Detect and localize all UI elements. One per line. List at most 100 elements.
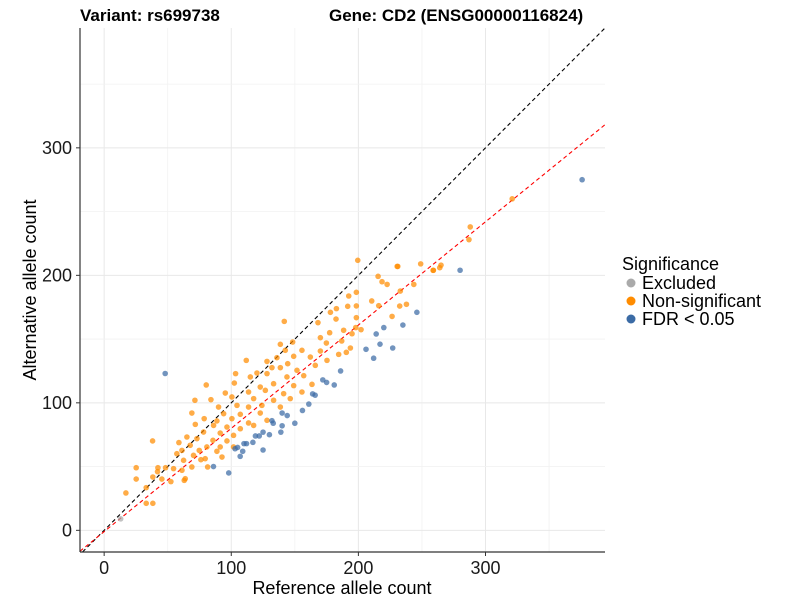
point-non-significant [280,390,287,397]
point-non-significant [344,303,351,310]
point-non-significant [307,354,314,360]
point-fdr-0-05 [323,379,330,386]
point-non-significant [294,367,300,374]
point-fdr-0-05 [389,345,396,351]
legend: Significance Excluded Non-significant FD… [622,254,761,329]
point-non-significant [159,476,165,482]
point-fdr-0-05 [279,422,285,429]
x-tick-label: 100 [216,558,246,578]
point-non-significant [198,456,204,463]
point-fdr-0-05 [260,447,266,453]
legend-label-non-significant: Non-significant [642,291,761,311]
point-non-significant [287,395,294,402]
point-fdr-0-05 [381,324,387,331]
point-non-significant [210,437,216,444]
point-non-significant [284,360,291,367]
point-non-significant [232,370,239,377]
point-non-significant [277,364,284,371]
legend-label-fdr: FDR < 0.05 [642,309,735,329]
point-non-significant [284,374,290,380]
point-fdr-0-05 [579,176,585,183]
point-non-significant [403,301,410,308]
point-non-significant [299,347,305,354]
point-fdr-0-05 [306,401,312,407]
point-non-significant [176,439,182,446]
point-non-significant [262,387,269,394]
point-fdr-0-05 [400,322,406,328]
point-non-significant [347,345,354,351]
point-non-significant [194,435,200,442]
x-tick-label: 200 [343,558,373,578]
point-non-significant [340,327,347,334]
point-non-significant [123,490,129,496]
point-non-significant [202,455,209,462]
point-non-significant [192,421,199,428]
point-non-significant [234,402,240,409]
point-fdr-0-05 [243,440,250,447]
point-non-significant [430,267,436,274]
point-non-significant [203,382,210,388]
point-non-significant [143,500,150,507]
point-non-significant [208,396,214,403]
point-non-significant [509,196,516,202]
point-non-significant [217,444,224,450]
point-fdr-0-05 [256,433,263,439]
point-non-significant [299,389,305,395]
point-non-significant [467,224,474,230]
point-non-significant [133,464,139,471]
point-non-significant [277,404,284,410]
point-non-significant [270,380,277,387]
point-non-significant [174,450,180,457]
point-fdr-0-05 [237,453,243,460]
title-gene: Gene: CD2 (ENSG00000116824) [329,6,583,25]
point-fdr-0-05 [234,444,241,451]
point-non-significant [214,418,220,424]
point-non-significant [290,382,297,389]
point-non-significant [143,484,150,491]
point-excluded [117,516,124,522]
point-non-significant [229,415,235,422]
point-fdr-0-05 [337,368,344,374]
point-non-significant [282,347,289,354]
point-fdr-0-05 [299,407,306,414]
point-non-significant [245,404,252,410]
point-non-significant [417,261,424,267]
point-non-significant [358,326,364,333]
point-non-significant [466,236,472,243]
reference-lines [79,27,606,553]
point-non-significant [201,415,207,422]
point-non-significant [353,314,360,321]
point-fdr-0-05 [370,355,377,362]
point-non-significant [210,422,217,429]
point-non-significant [270,397,277,404]
point-non-significant [375,273,381,280]
point-non-significant [317,348,324,354]
point-fdr-0-05 [457,267,463,274]
point-non-significant [179,467,185,474]
point-non-significant [219,454,225,460]
point-non-significant [324,357,330,364]
y-tick-label: 300 [42,138,72,158]
point-non-significant [349,330,355,337]
point-non-significant [396,303,403,309]
point-non-significant [274,354,280,361]
x-axis-title: Reference allele count [252,578,431,598]
point-non-significant [237,425,244,432]
point-non-significant [133,476,139,482]
point-fdr-0-05 [284,412,291,419]
point-non-significant [323,340,330,346]
point-non-significant [368,298,375,304]
point-non-significant [312,362,319,369]
title-variant: Variant: rs699738 [80,6,220,25]
point-non-significant [224,438,230,444]
point-non-significant [245,389,252,395]
point-non-significant [245,420,252,426]
point-non-significant [326,329,333,336]
legend-swatch-fdr [626,314,636,324]
point-non-significant [217,430,224,436]
point-non-significant [333,316,339,322]
point-non-significant [162,464,169,471]
point-non-significant [150,474,156,480]
point-non-significant [290,353,297,360]
